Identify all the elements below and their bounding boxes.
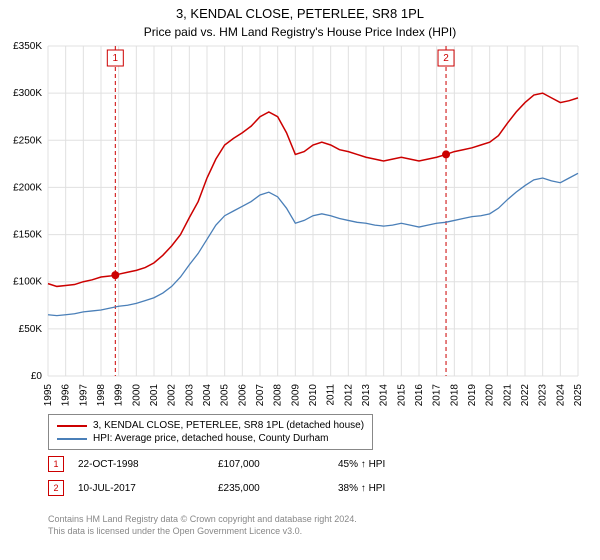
- svg-text:£300K: £300K: [13, 88, 42, 99]
- svg-text:2018: 2018: [449, 384, 460, 407]
- svg-text:2015: 2015: [396, 384, 407, 407]
- svg-text:1995: 1995: [43, 384, 54, 407]
- svg-text:2009: 2009: [290, 384, 301, 407]
- footer-text: Contains HM Land Registry data © Crown c…: [48, 514, 357, 537]
- svg-text:2006: 2006: [237, 384, 248, 407]
- svg-text:2000: 2000: [131, 384, 142, 407]
- svg-text:£350K: £350K: [13, 41, 42, 52]
- marker-table-row: 1 22-OCT-1998£107,00045% ↑ HPI: [48, 456, 385, 472]
- svg-text:2004: 2004: [202, 384, 213, 407]
- marker-delta: 38% ↑ HPI: [338, 483, 385, 494]
- svg-text:2022: 2022: [520, 384, 531, 407]
- svg-text:2025: 2025: [573, 384, 584, 407]
- svg-text:1: 1: [113, 53, 119, 64]
- chart-svg: £0 £50K £100K £150K £200K £250K £300K £350K 1995…: [0, 0, 600, 560]
- svg-text:2016: 2016: [414, 384, 425, 407]
- marker-table-row: 2 10-JUL-2017£235,00038% ↑ HPI: [48, 480, 385, 496]
- legend-swatch: [57, 425, 87, 427]
- svg-text:2013: 2013: [361, 384, 372, 407]
- svg-text:£50K: £50K: [19, 324, 43, 335]
- marker-delta: 45% ↑ HPI: [338, 459, 385, 470]
- marker-date: 22-OCT-1998: [78, 459, 218, 470]
- marker-price: £107,000: [218, 459, 338, 470]
- svg-text:2008: 2008: [273, 384, 284, 407]
- svg-text:£0: £0: [31, 371, 43, 382]
- marker-price: £235,000: [218, 483, 338, 494]
- legend-label: 3, KENDAL CLOSE, PETERLEE, SR8 1PL (deta…: [93, 420, 364, 431]
- marker-number-box: 1: [48, 456, 64, 472]
- svg-text:2003: 2003: [184, 384, 195, 407]
- svg-text:1997: 1997: [78, 384, 89, 407]
- chart-container: 3, KENDAL CLOSE, PETERLEE, SR8 1PL Price…: [0, 0, 600, 560]
- svg-text:£100K: £100K: [13, 277, 42, 288]
- svg-text:2023: 2023: [538, 384, 549, 407]
- marker-number-box: 2: [48, 480, 64, 496]
- svg-text:2: 2: [443, 53, 449, 64]
- svg-text:2007: 2007: [255, 384, 266, 407]
- svg-text:1999: 1999: [114, 384, 125, 407]
- svg-text:1996: 1996: [61, 384, 72, 407]
- svg-text:2019: 2019: [467, 384, 478, 407]
- legend-item: 3, KENDAL CLOSE, PETERLEE, SR8 1PL (deta…: [57, 419, 364, 432]
- footer-line1: Contains HM Land Registry data © Crown c…: [48, 514, 357, 526]
- svg-text:2024: 2024: [555, 384, 566, 407]
- svg-text:1998: 1998: [96, 384, 107, 407]
- legend-item: HPI: Average price, detached house, Coun…: [57, 432, 364, 445]
- footer-line2: This data is licensed under the Open Gov…: [48, 526, 357, 538]
- legend-label: HPI: Average price, detached house, Coun…: [93, 433, 329, 444]
- svg-text:2001: 2001: [149, 384, 160, 407]
- svg-text:2012: 2012: [343, 384, 354, 407]
- legend-swatch: [57, 438, 87, 440]
- svg-text:2002: 2002: [167, 384, 178, 407]
- svg-text:2020: 2020: [485, 384, 496, 407]
- svg-text:£200K: £200K: [13, 182, 42, 193]
- svg-text:2005: 2005: [220, 384, 231, 407]
- svg-text:£150K: £150K: [13, 230, 42, 241]
- svg-text:2017: 2017: [432, 384, 443, 407]
- svg-text:2014: 2014: [379, 384, 390, 407]
- svg-text:2010: 2010: [308, 384, 319, 407]
- svg-text:2011: 2011: [326, 384, 337, 406]
- svg-text:2021: 2021: [502, 384, 513, 407]
- svg-text:£250K: £250K: [13, 135, 42, 146]
- marker-date: 10-JUL-2017: [78, 483, 218, 494]
- legend-box: 3, KENDAL CLOSE, PETERLEE, SR8 1PL (deta…: [48, 414, 373, 450]
